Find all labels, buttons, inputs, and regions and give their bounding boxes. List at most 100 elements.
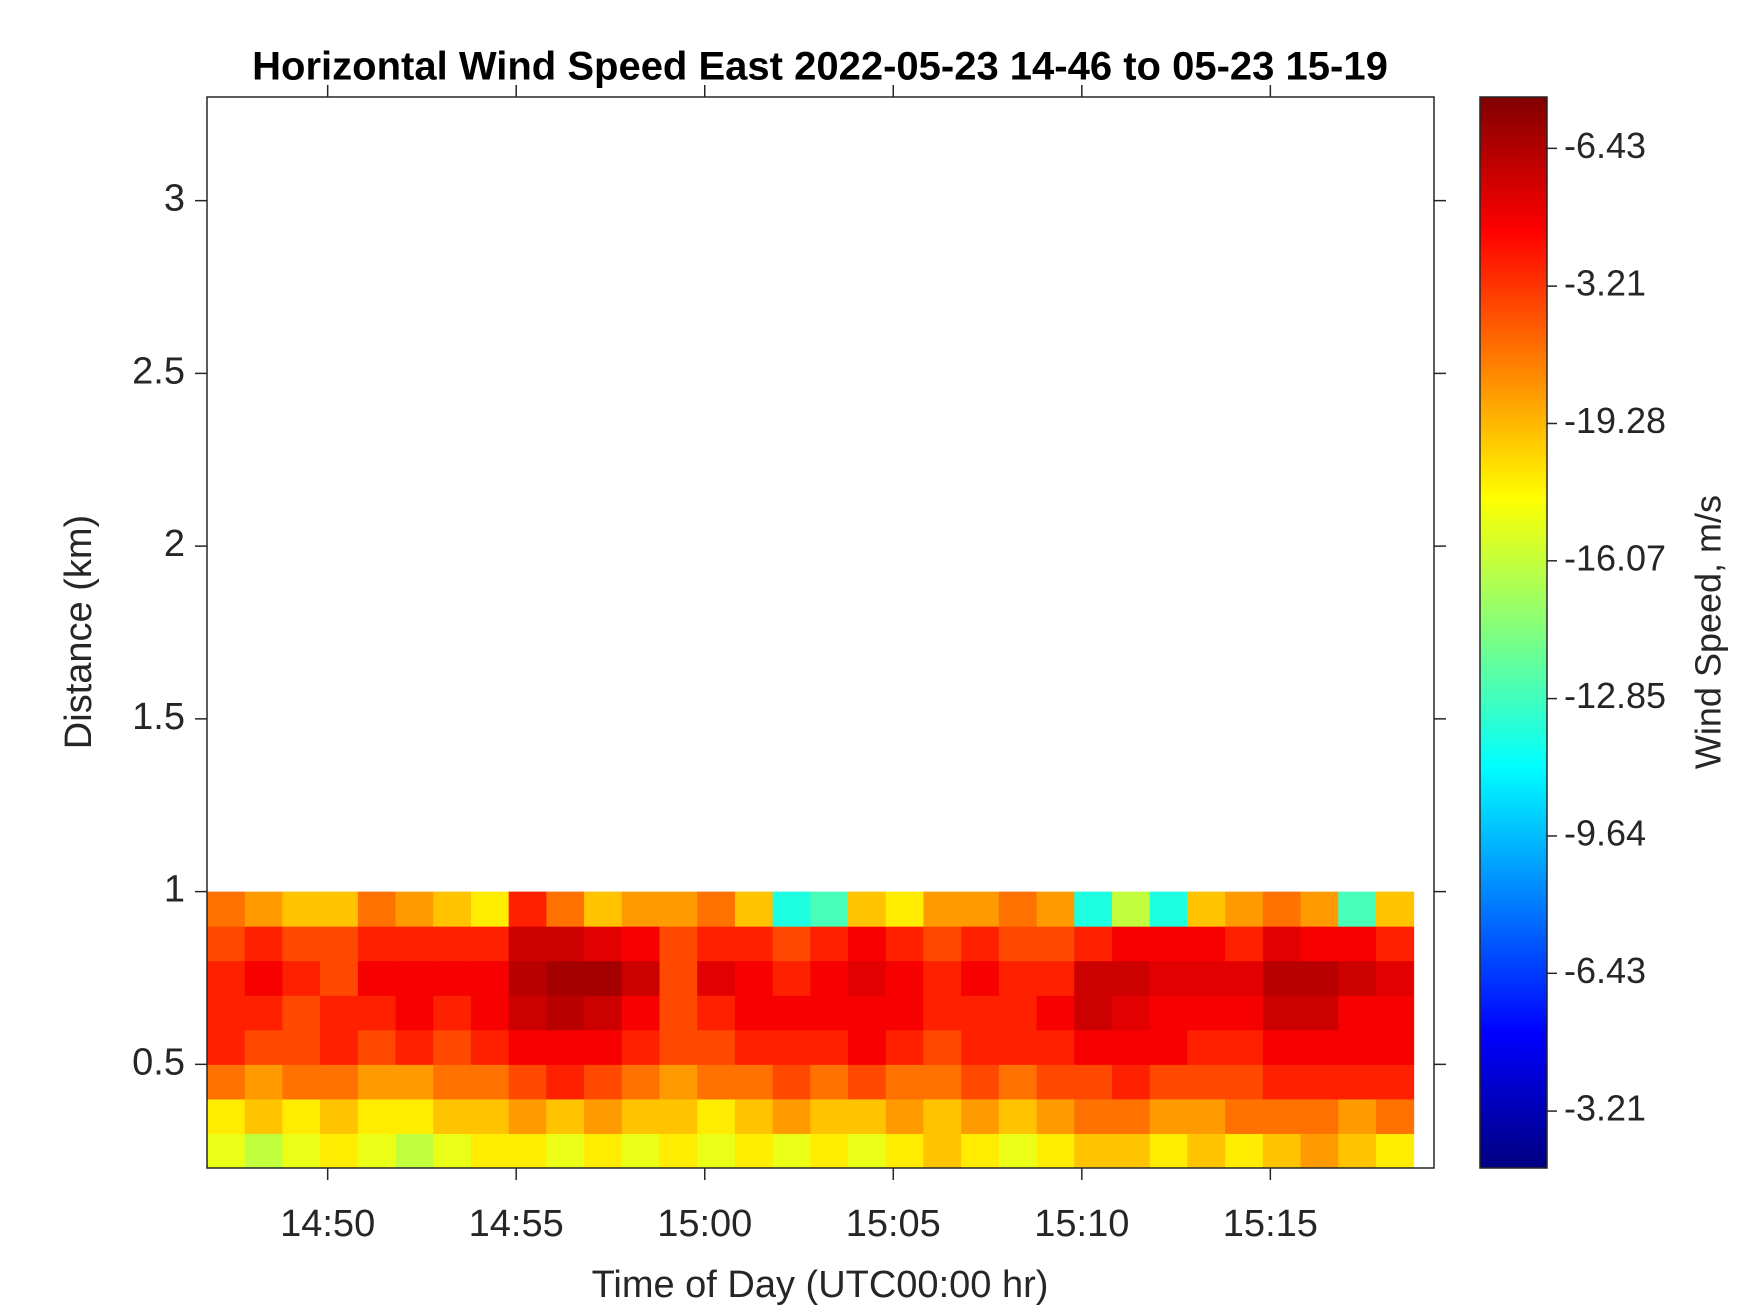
heat-cell (621, 1133, 660, 1169)
heat-cell (508, 995, 547, 1031)
heat-cell (1338, 1029, 1377, 1065)
heat-cell (772, 1029, 811, 1065)
heat-cell (282, 1133, 321, 1169)
heat-cell (1338, 891, 1377, 927)
heat-cell (998, 926, 1038, 962)
heat-cell (1262, 995, 1302, 1031)
heat-cell (546, 926, 585, 962)
heat-cell (1036, 891, 1075, 927)
heat-cell (1375, 926, 1415, 962)
heat-cell (1149, 1098, 1188, 1134)
heat-cell (584, 995, 623, 1031)
heat-cell (885, 891, 924, 927)
heat-cell (1338, 1133, 1377, 1169)
heat-cell (1074, 1064, 1113, 1100)
heat-cell (244, 1098, 283, 1134)
heat-cell (772, 1064, 811, 1100)
heat-cell (1225, 1029, 1264, 1065)
heat-cell (998, 891, 1038, 927)
heat-cell (885, 960, 924, 996)
heat-cell (1036, 1029, 1075, 1065)
heat-cell (1187, 995, 1226, 1031)
heat-cell (697, 926, 736, 962)
heat-cell (395, 1064, 434, 1100)
heat-cell (772, 891, 811, 927)
heat-cell (584, 960, 623, 996)
heat-cell (923, 891, 962, 927)
heat-cell (810, 995, 849, 1031)
heat-cell (320, 1029, 359, 1065)
heat-cell (1187, 891, 1226, 927)
heat-cell (207, 1064, 246, 1100)
heat-cell (1225, 1133, 1264, 1169)
heat-cell (207, 891, 246, 927)
heat-cell (282, 1098, 321, 1134)
heat-cell (1375, 1098, 1415, 1134)
heat-cell (621, 1064, 660, 1100)
y-tick-label: 2 (164, 523, 185, 565)
heat-cell (1300, 1098, 1339, 1134)
heat-cell (508, 1029, 547, 1065)
colorbar-tick-label: -19.28 (1564, 400, 1666, 441)
heat-cell (734, 891, 774, 927)
heat-cell (546, 1133, 585, 1169)
heat-cell (1111, 926, 1151, 962)
heat-cell (282, 926, 321, 962)
heat-cell (1149, 1029, 1188, 1065)
heat-cell (1036, 995, 1075, 1031)
colorbar-tick-label: -6.43 (1564, 950, 1646, 991)
heat-cell (1036, 960, 1075, 996)
heat-cell (1262, 960, 1302, 996)
heat-cell (1036, 1133, 1075, 1169)
heat-cell (207, 1029, 246, 1065)
heat-cell (659, 891, 698, 927)
heat-cell (734, 1029, 774, 1065)
heat-cell (734, 1133, 774, 1169)
heat-cell (320, 1064, 359, 1100)
heat-cell (470, 1064, 510, 1100)
heat-cell (923, 995, 962, 1031)
heat-cell (998, 1064, 1038, 1100)
heat-cell (621, 1029, 660, 1065)
heat-cell (395, 995, 434, 1031)
heat-cell (1111, 1064, 1151, 1100)
heat-cell (282, 1064, 321, 1100)
heat-cell (697, 960, 736, 996)
heat-cell (1111, 891, 1151, 927)
heat-cell (357, 1098, 397, 1134)
heat-cell (357, 1133, 397, 1169)
heat-cell (470, 926, 510, 962)
heat-cell (1338, 960, 1377, 996)
colorbar-label: Wind Speed, m/s (1688, 495, 1729, 769)
heat-cell (810, 960, 849, 996)
heat-cell (810, 1064, 849, 1100)
heat-cell (282, 1029, 321, 1065)
heat-cell (923, 1064, 962, 1100)
x-tick-label: 15:15 (1223, 1203, 1318, 1245)
heat-cell (1074, 891, 1113, 927)
heat-cell (923, 1029, 962, 1065)
heat-cell (1111, 1133, 1151, 1169)
heat-cell (320, 1098, 359, 1134)
heat-cell (1225, 995, 1264, 1031)
heat-cell (584, 1133, 623, 1169)
heat-cell (433, 891, 472, 927)
heat-cell (1338, 995, 1377, 1031)
heat-cell (1375, 1029, 1415, 1065)
heat-cell (659, 1064, 698, 1100)
x-tick-label: 14:50 (280, 1203, 375, 1245)
x-tick-label: 15:10 (1034, 1203, 1129, 1245)
heat-cell (395, 1133, 434, 1169)
colorbar (1479, 96, 1548, 1169)
y-tick-label: 3 (164, 178, 185, 220)
heat-cell (1262, 1133, 1302, 1169)
heat-cell (470, 1098, 510, 1134)
heat-cell (244, 995, 283, 1031)
heat-cell (1074, 960, 1113, 996)
heat-cell (885, 995, 924, 1031)
heat-cell (207, 960, 246, 996)
heat-cell (1225, 891, 1264, 927)
heat-cell (885, 926, 924, 962)
heat-cell (772, 995, 811, 1031)
heat-cell (621, 960, 660, 996)
